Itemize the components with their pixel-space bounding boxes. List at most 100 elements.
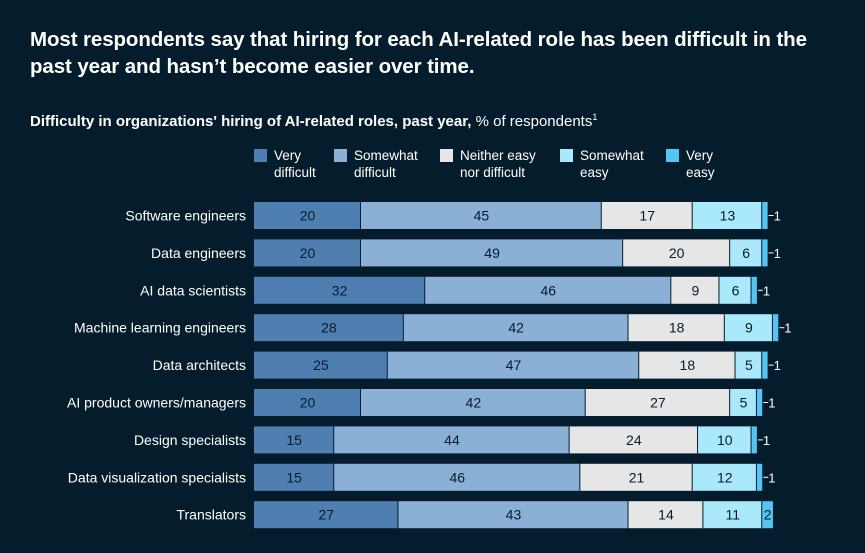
bar-segment: [692, 463, 757, 491]
category-label: Software engineers: [125, 208, 246, 224]
bar-segment: [762, 239, 768, 267]
data-label: 6: [732, 282, 740, 298]
data-label: 45: [474, 208, 490, 224]
data-label: 49: [484, 245, 500, 261]
legend-swatch: [440, 149, 453, 162]
data-label: 11: [726, 507, 741, 523]
data-label: 14: [658, 507, 674, 523]
data-label: 44: [444, 432, 460, 448]
data-label: 46: [540, 282, 556, 298]
bar-segment: [580, 463, 693, 491]
bar-segment: [585, 389, 731, 416]
data-label: 20: [300, 245, 316, 261]
footnote-marker: 1: [592, 112, 598, 122]
data-label: 12: [717, 469, 733, 485]
bar-segment: [703, 501, 763, 529]
data-label-outside: 1: [768, 470, 775, 485]
bar-segment: [398, 501, 629, 529]
data-label-outside: 1: [774, 246, 781, 261]
bar-segment: [698, 426, 752, 454]
bar-segment: [735, 351, 763, 379]
bar-segment: [639, 351, 736, 379]
bar-segment: [334, 463, 581, 491]
bar-segment: [254, 426, 335, 454]
chart-subtitle: Difficulty in organizations' hiring of A…: [30, 107, 597, 132]
data-label: 47: [506, 357, 522, 373]
bar-segment: [623, 239, 731, 267]
bar-segment: [756, 389, 763, 416]
bar-segment: [601, 202, 693, 229]
bar-segment: [387, 351, 640, 379]
category-label: Design specialists: [134, 432, 246, 448]
data-label: 9: [745, 320, 753, 336]
data-label: 9: [691, 282, 699, 298]
data-label-outside: 1: [763, 433, 770, 448]
bar-segment: [254, 276, 426, 304]
data-label: 2: [764, 507, 772, 523]
chart-headline: Most respondents say that hiring for eac…: [30, 28, 807, 78]
data-label: 5: [745, 357, 753, 373]
data-label: 28: [321, 320, 337, 336]
data-label: 42: [466, 395, 482, 411]
bar-segment: [628, 314, 725, 342]
data-label: 15: [286, 432, 302, 448]
data-label: 20: [300, 208, 316, 224]
data-label: 24: [626, 432, 642, 448]
bar-segment: [425, 276, 672, 304]
data-label-outside: 1: [768, 396, 775, 411]
data-label: 27: [650, 395, 666, 411]
bar-segment: [772, 314, 779, 342]
bar-segment: [762, 351, 768, 379]
data-label-outside: 1: [763, 283, 770, 298]
data-label: 15: [286, 469, 302, 485]
data-label: 32: [332, 282, 348, 298]
legend-label: Very easy: [686, 148, 715, 180]
data-label: 18: [669, 320, 685, 336]
category-label: Machine learning engineers: [74, 320, 246, 336]
data-label: 6: [742, 245, 750, 261]
legend-label: Somewhat difficult: [354, 148, 418, 180]
bar-segment: [334, 426, 570, 454]
data-label: 13: [720, 208, 736, 224]
data-label: 17: [639, 208, 655, 224]
bar-segment: [730, 389, 757, 416]
legend-swatch: [560, 149, 573, 162]
bar-segment: [361, 202, 602, 229]
bar-segment: [569, 426, 699, 454]
bar-segment: [254, 389, 361, 416]
category-label: Data engineers: [151, 245, 246, 261]
data-label: 46: [450, 469, 466, 485]
bar-segment: [361, 389, 586, 416]
category-label: Data architects: [153, 357, 246, 373]
bar-segment: [254, 314, 404, 342]
subtitle-bold: Difficulty in organizations' hiring of A…: [30, 113, 472, 130]
legend-swatch: [666, 149, 679, 162]
bar-segment: [671, 276, 720, 304]
legend-label: Very difficult: [274, 148, 316, 180]
bar-segment: [403, 314, 629, 342]
bar-segment: [724, 314, 773, 342]
bar-segment: [361, 239, 624, 267]
bar-segment: [254, 351, 388, 379]
legend-label: Neither easy nor difficult: [460, 148, 536, 180]
data-label: 21: [629, 469, 645, 485]
data-label: 43: [506, 507, 522, 523]
bar-segment: [751, 276, 757, 304]
bar-segment: [254, 202, 361, 229]
data-label: 20: [300, 395, 316, 411]
bar-segment: [751, 426, 757, 454]
bar-segment: [692, 202, 763, 229]
bar-segment: [762, 501, 773, 529]
legend-swatch: [254, 149, 267, 162]
category-label: Data visualization specialists: [68, 469, 246, 485]
legend-swatch: [334, 149, 347, 162]
data-label: 10: [717, 432, 733, 448]
bar-segment: [628, 501, 704, 529]
data-label: 25: [313, 357, 329, 373]
data-label: 5: [740, 395, 748, 411]
legend-label: Somewhat easy: [580, 148, 644, 180]
data-label: 20: [669, 245, 685, 261]
bar-segment: [254, 501, 399, 529]
category-label: AI data scientists: [140, 282, 246, 298]
